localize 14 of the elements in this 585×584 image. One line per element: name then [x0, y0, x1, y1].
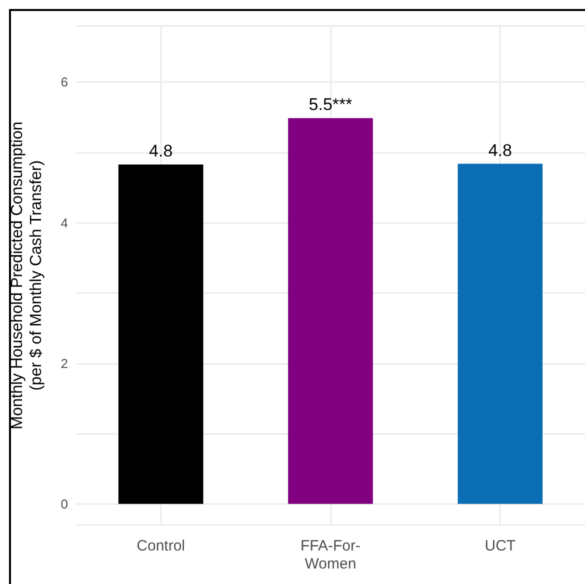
y-tick-label: 2: [60, 356, 68, 371]
bar: [458, 164, 543, 504]
y-tick-label: 0: [60, 496, 68, 512]
y-tick-label: 6: [60, 74, 68, 90]
data-label: 5.5***: [308, 95, 353, 114]
x-tick-label: FFA-For- Women: [300, 538, 360, 572]
data-label: 4.8: [149, 141, 173, 160]
x-tick-label: UCT: [484, 538, 516, 554]
data-label: 4.8: [488, 140, 512, 160]
y-tick-label: 4: [60, 215, 68, 230]
bar: [118, 164, 204, 504]
y-axis-title: Monthly Household Predicted Consumption (per $ of Monthly Cash Transfer): [9, 122, 45, 430]
bar: [288, 118, 373, 504]
x-tick-label: Control: [136, 538, 186, 554]
